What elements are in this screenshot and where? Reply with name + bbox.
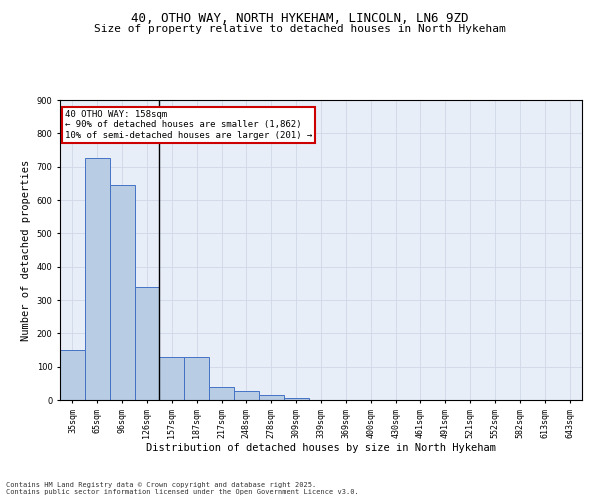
Text: Contains HM Land Registry data © Crown copyright and database right 2025.
Contai: Contains HM Land Registry data © Crown c… — [6, 482, 359, 495]
Bar — [259, 395, 284, 400]
Bar — [234, 390, 259, 400]
Bar — [110, 185, 134, 400]
Bar — [60, 350, 85, 400]
Bar — [284, 398, 308, 400]
Bar — [209, 386, 234, 400]
X-axis label: Distribution of detached houses by size in North Hykeham: Distribution of detached houses by size … — [146, 443, 496, 453]
Text: Size of property relative to detached houses in North Hykeham: Size of property relative to detached ho… — [94, 24, 506, 34]
Text: 40 OTHO WAY: 158sqm
← 90% of detached houses are smaller (1,862)
10% of semi-det: 40 OTHO WAY: 158sqm ← 90% of detached ho… — [65, 110, 312, 140]
Bar — [160, 356, 184, 400]
Bar — [85, 158, 110, 400]
Bar — [184, 356, 209, 400]
Text: 40, OTHO WAY, NORTH HYKEHAM, LINCOLN, LN6 9ZD: 40, OTHO WAY, NORTH HYKEHAM, LINCOLN, LN… — [131, 12, 469, 26]
Y-axis label: Number of detached properties: Number of detached properties — [21, 160, 31, 340]
Bar — [134, 286, 160, 400]
